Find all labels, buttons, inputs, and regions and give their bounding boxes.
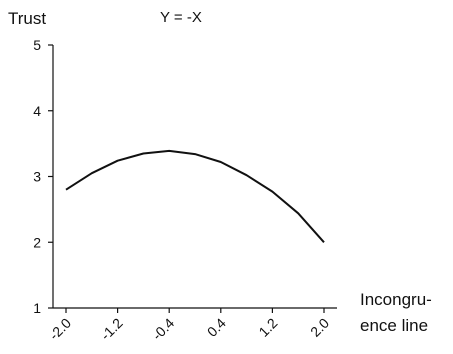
series <box>65 149 325 243</box>
series-line <box>65 149 325 243</box>
chart-title: Y = -X <box>160 9 202 26</box>
x-tick-label: 0.4 <box>204 315 229 340</box>
x-axis-label-line-1: Incongru- <box>360 290 432 309</box>
x-tick-label: -2.0 <box>46 315 75 344</box>
y-tick-label: 3 <box>33 169 41 185</box>
y-axis-label: Trust <box>8 9 46 28</box>
y-ticks: 1 2 3 4 5 <box>33 37 53 316</box>
x-tick-label: -1.2 <box>97 315 126 344</box>
x-tick-label: -0.4 <box>149 315 178 344</box>
x-ticks: -2.0 -1.2 -0.4 0.4 1.2 2.0 <box>46 308 332 344</box>
y-tick-label: 2 <box>33 234 41 250</box>
y-tick-label: 5 <box>33 37 41 53</box>
x-axis-label: Incongru- ence line <box>360 290 437 335</box>
y-tick-label: 1 <box>33 300 41 316</box>
y-tick-label: 4 <box>33 103 41 119</box>
x-tick-label: 2.0 <box>307 315 332 340</box>
x-axis-label-line-2: ence line <box>360 316 428 335</box>
x-tick-label: 1.2 <box>255 315 280 340</box>
